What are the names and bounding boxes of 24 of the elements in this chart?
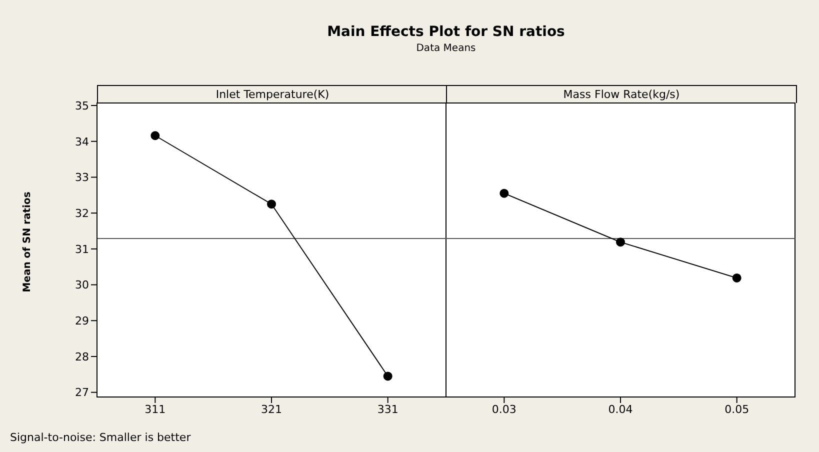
chart-title: Main Effects Plot for SN ratios — [326, 24, 566, 40]
x-tick-label: 0.03 — [492, 402, 516, 416]
x-tick-label: 311 — [144, 402, 166, 416]
y-axis-title: Mean of SN ratios — [22, 190, 33, 294]
y-tick-label: 34 — [75, 135, 89, 148]
y-tick-label: 31 — [75, 242, 89, 256]
y-tick-label: 32 — [75, 206, 89, 220]
point — [150, 131, 160, 140]
y-tick-label: 27 — [75, 386, 89, 400]
point — [267, 200, 276, 209]
x-tick-label: 0.05 — [724, 402, 750, 416]
text: Signal-to-noise: Smaller is better — [10, 431, 191, 444]
y-tick-label: 35 — [75, 99, 89, 112]
x-axis-title: Mass Flow Rate(kg/s) — [446, 85, 797, 103]
x-tick-label: 331 — [377, 402, 398, 416]
y-tick-label: 29 — [75, 314, 89, 328]
x-tick-label: 321 — [261, 402, 282, 416]
chart-subtitle: Data Means — [415, 43, 477, 54]
y-tick-label: 33 — [75, 171, 89, 184]
x-tick-label: 0.04 — [608, 402, 633, 416]
x-axis-title: Inlet Temperature(K) — [97, 85, 448, 103]
point — [383, 372, 392, 381]
y-tick-label: 28 — [75, 350, 89, 364]
y-tick-label: 30 — [75, 278, 89, 292]
